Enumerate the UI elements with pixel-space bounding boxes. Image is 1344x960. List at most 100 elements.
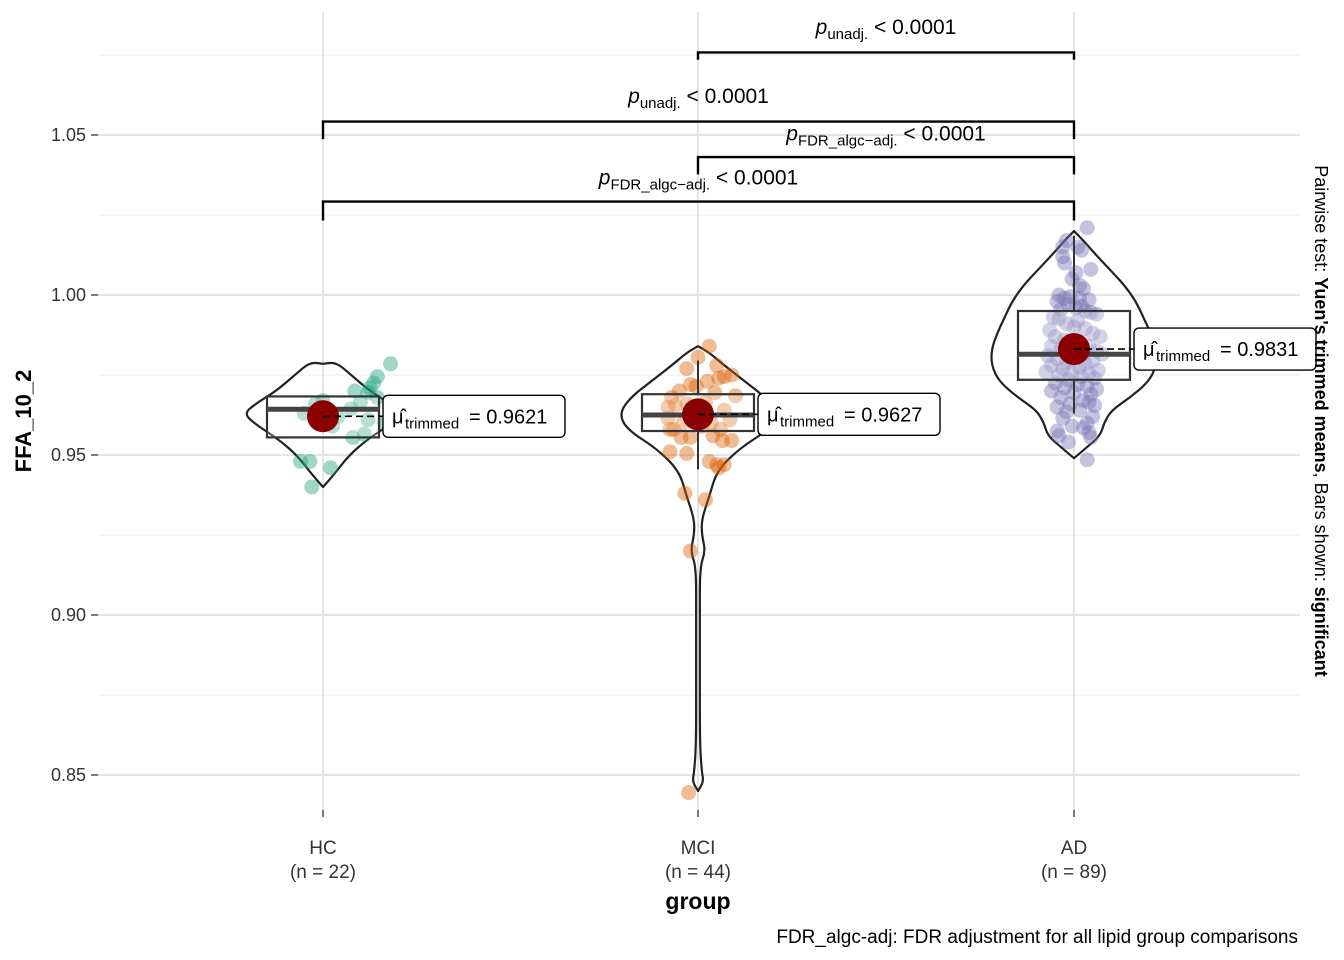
y-axis-title: FFA_10_2: [11, 370, 36, 473]
x-tick-count: (n = 44): [665, 862, 731, 883]
data-point-hc: [353, 394, 368, 410]
data-point-mci: [688, 378, 704, 394]
p-subscript: unadj.: [640, 95, 681, 112]
side-note: Pairwise test: Yuen's trimmed means, Bar…: [1311, 165, 1331, 676]
data-point-hc: [323, 460, 338, 476]
data-point-ad: [1044, 357, 1059, 373]
x-axis-title: group: [665, 888, 730, 914]
y-tick-label: 0.90: [51, 605, 86, 625]
data-point-mci: [673, 429, 689, 445]
axes-layer: 0.85 0.90 0.95 1.00 1.05 HC (n = 22) MCI (n = 44…: [51, 125, 1107, 883]
data-point-ad: [1042, 322, 1058, 338]
data-point-mci: [711, 370, 727, 386]
data-point-mci: [699, 373, 715, 389]
violin-hc: [245, 361, 401, 489]
data-point-ad: [1055, 239, 1071, 255]
data-point-ad: [1075, 393, 1091, 409]
bracket-3: [696, 155, 1076, 175]
data-point-ad: [1072, 402, 1088, 418]
data-point-hc: [347, 383, 363, 399]
data-point-hc: [293, 453, 308, 469]
data-point-ad: [1057, 380, 1073, 396]
p-subscript: FDR_algc−adj.: [798, 132, 898, 149]
data-point-ad: [1087, 397, 1103, 413]
data-point-ad: [1083, 386, 1099, 402]
data-point-ad: [1049, 399, 1065, 415]
data-point-ad: [1049, 293, 1065, 309]
mean-label-box: [382, 394, 566, 438]
data-point-mci: [709, 457, 725, 473]
data-point-mci: [714, 433, 730, 449]
mean-label-box: [757, 392, 941, 437]
data-point-mci: [713, 421, 728, 437]
x-tick-count: (n = 89): [1041, 862, 1107, 883]
data-point-mci: [724, 433, 740, 449]
data-point-ad: [1059, 404, 1074, 420]
data-point-hc: [362, 380, 378, 396]
data-point-ad: [1090, 362, 1106, 378]
data-point-ad: [1059, 316, 1074, 332]
data-point-mci: [716, 457, 732, 473]
data-point-ad: [1060, 434, 1076, 450]
data-point-mci: [679, 361, 695, 377]
mean-label-sub: trimmed: [405, 415, 459, 432]
data-point-mci: [701, 338, 717, 354]
data-point-mci: [698, 492, 713, 508]
data-point-ad: [1079, 378, 1095, 394]
data-point-ad: [1047, 329, 1063, 345]
data-point-mci: [716, 369, 732, 385]
data-point-ad: [1064, 271, 1080, 287]
p-value: < 0.0001: [710, 166, 798, 189]
mean-label-value: = 0.9627: [844, 404, 922, 426]
bracket-label-3: pFDR_algc−adj. < 0.0001: [785, 122, 986, 149]
data-point-ad: [1060, 297, 1076, 313]
points-layer: [293, 220, 1110, 801]
x-tick-label: MCI: [681, 838, 716, 859]
data-point-mci: [677, 485, 693, 501]
caption: FDR_algc-adj: FDR adjustment for all lip…: [776, 927, 1298, 948]
data-point-ad: [1059, 233, 1074, 249]
data-point-ad: [1053, 301, 1069, 317]
x-tick-label: HC: [309, 838, 336, 859]
data-point-mci: [660, 399, 676, 415]
data-point-ad: [1055, 410, 1071, 426]
data-point-ad: [1044, 338, 1059, 354]
data-point-mci: [666, 421, 682, 437]
data-point-ad: [1038, 364, 1054, 380]
data-point-ad: [1075, 420, 1091, 436]
data-point-ad: [1068, 265, 1084, 281]
data-point-ad: [1092, 329, 1108, 345]
data-point-ad: [1075, 281, 1091, 297]
violin-mci: [620, 345, 776, 793]
data-point-ad: [1085, 409, 1101, 425]
data-point-ad: [1057, 290, 1073, 306]
data-point-ad: [1057, 255, 1073, 271]
data-point-ad: [1064, 418, 1080, 434]
data-point-mci: [707, 385, 723, 401]
data-point-ad: [1079, 415, 1095, 431]
data-point-ad: [1053, 389, 1069, 405]
p-value: < 0.0001: [681, 85, 769, 108]
p-symbol: p: [815, 16, 828, 39]
violins-layer: [245, 229, 1158, 793]
y-tick-label: 1.00: [51, 285, 86, 305]
data-point-ad: [1077, 321, 1093, 337]
data-point-mci: [683, 377, 698, 393]
p-subscript: FDR_algc−adj.: [610, 176, 710, 193]
data-point-mci: [728, 388, 743, 404]
y-tick-label: 0.85: [51, 765, 86, 785]
data-point-mci: [724, 367, 740, 383]
p-symbol: p: [598, 166, 611, 189]
bracket-label-4: pFDR_algc−adj. < 0.0001: [598, 166, 799, 193]
bracket-1: [696, 51, 1076, 60]
data-point-ad: [1079, 220, 1095, 236]
data-point-ad: [1051, 311, 1067, 327]
p-symbol: p: [785, 122, 798, 145]
data-point-ad: [1051, 287, 1067, 303]
data-point-ad: [1070, 313, 1086, 329]
data-point-ad: [1074, 242, 1089, 258]
p-value: < 0.0001: [868, 16, 956, 39]
mean-label-box: [1133, 327, 1317, 371]
